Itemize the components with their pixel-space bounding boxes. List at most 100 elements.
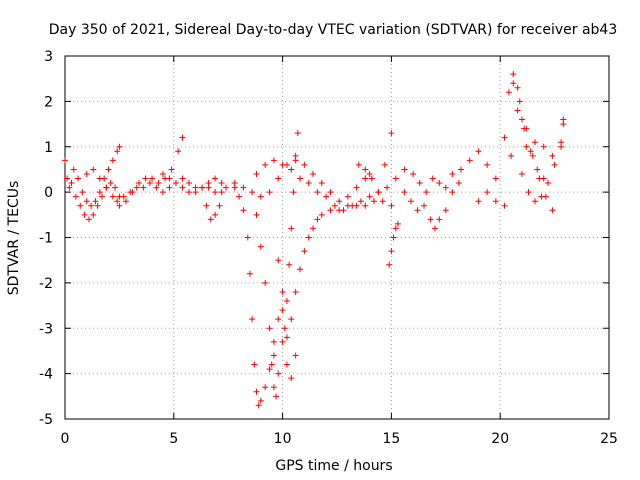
- data-point: [72, 193, 79, 200]
- x-tick-label: 5: [169, 431, 178, 447]
- data-point: [253, 388, 260, 395]
- data-point: [344, 193, 351, 200]
- series-s14: [355, 130, 395, 196]
- series-s7: [231, 184, 277, 409]
- x-axis-label: GPS time / hours: [275, 458, 392, 474]
- x-tick-label: 0: [61, 431, 70, 447]
- data-point: [120, 193, 127, 200]
- data-point: [268, 361, 275, 368]
- data-point: [314, 216, 321, 223]
- data-point: [318, 211, 325, 218]
- x-tick-label: 25: [600, 431, 618, 447]
- data-point: [416, 180, 423, 187]
- data-point: [240, 207, 247, 214]
- data-point: [538, 193, 545, 200]
- data-point: [142, 175, 149, 182]
- data-point: [273, 393, 280, 400]
- data-point: [112, 184, 119, 191]
- data-point: [314, 189, 321, 196]
- data-point: [283, 361, 290, 368]
- data-point: [279, 288, 286, 295]
- data-point: [288, 375, 295, 382]
- data-point: [414, 207, 421, 214]
- data-point: [90, 211, 97, 218]
- data-point: [146, 180, 153, 187]
- y-tick-label: 3: [44, 49, 53, 65]
- data-point: [431, 225, 438, 232]
- data-point: [288, 316, 295, 323]
- data-point: [159, 189, 166, 196]
- series-s17: [410, 170, 462, 196]
- data-point: [251, 361, 258, 368]
- y-tick-label: -1: [39, 231, 53, 247]
- data-point: [518, 116, 525, 123]
- data-point: [388, 202, 395, 209]
- x-tick-label: 20: [491, 431, 509, 447]
- data-point: [85, 216, 92, 223]
- data-point: [236, 193, 243, 200]
- data-point: [168, 166, 175, 173]
- data-point: [114, 148, 121, 155]
- data-point: [475, 148, 482, 155]
- data-point: [466, 157, 473, 164]
- series-s19: [475, 107, 547, 209]
- data-point: [534, 166, 541, 173]
- data-point: [275, 370, 282, 377]
- data-point: [381, 161, 388, 168]
- data-point: [529, 152, 536, 159]
- data-point: [297, 175, 304, 182]
- data-point: [310, 225, 317, 232]
- data-point: [336, 198, 343, 205]
- data-point: [492, 175, 499, 182]
- data-point: [368, 175, 375, 182]
- data-point: [127, 189, 134, 196]
- data-point: [270, 157, 277, 164]
- data-point: [545, 180, 552, 187]
- data-point: [109, 157, 116, 164]
- data-point: [310, 170, 317, 177]
- data-point: [90, 166, 97, 173]
- data-point: [179, 175, 186, 182]
- data-point: [83, 170, 90, 177]
- data-point: [551, 161, 558, 168]
- data-point: [484, 189, 491, 196]
- data-point: [523, 125, 530, 132]
- data-point: [66, 184, 73, 191]
- data-point: [523, 143, 530, 150]
- data-point: [172, 180, 179, 187]
- data-point: [212, 189, 219, 196]
- data-point: [449, 170, 456, 177]
- data-point: [292, 352, 299, 359]
- data-point: [218, 189, 225, 196]
- data-point: [290, 189, 297, 196]
- data-point: [305, 234, 312, 241]
- data-point: [427, 216, 434, 223]
- data-point: [114, 198, 121, 205]
- data-point: [166, 184, 173, 191]
- data-point: [475, 198, 482, 205]
- data-point: [275, 316, 282, 323]
- data-point: [353, 184, 360, 191]
- x-tick-label: 15: [382, 431, 400, 447]
- data-point: [212, 175, 219, 182]
- data-point: [179, 184, 186, 191]
- data-point: [262, 161, 269, 168]
- data-point: [186, 189, 193, 196]
- series-s10: [275, 130, 301, 332]
- series-s11: [279, 198, 395, 341]
- data-point: [275, 257, 282, 264]
- data-point: [388, 130, 395, 137]
- data-point: [386, 261, 393, 268]
- y-axis: 3 2 1 0 -1 -2 -3 -4 -5: [39, 49, 609, 428]
- data-point: [270, 338, 277, 345]
- data-point: [527, 148, 534, 155]
- series-s13: [253, 157, 408, 214]
- data-point: [203, 202, 210, 209]
- data-point: [109, 193, 116, 200]
- y-tick-label: -2: [39, 276, 53, 292]
- data-point: [442, 207, 449, 214]
- data-point: [244, 234, 251, 241]
- data-point: [205, 184, 212, 191]
- y-tick-label: -4: [39, 367, 53, 383]
- data-point: [216, 202, 223, 209]
